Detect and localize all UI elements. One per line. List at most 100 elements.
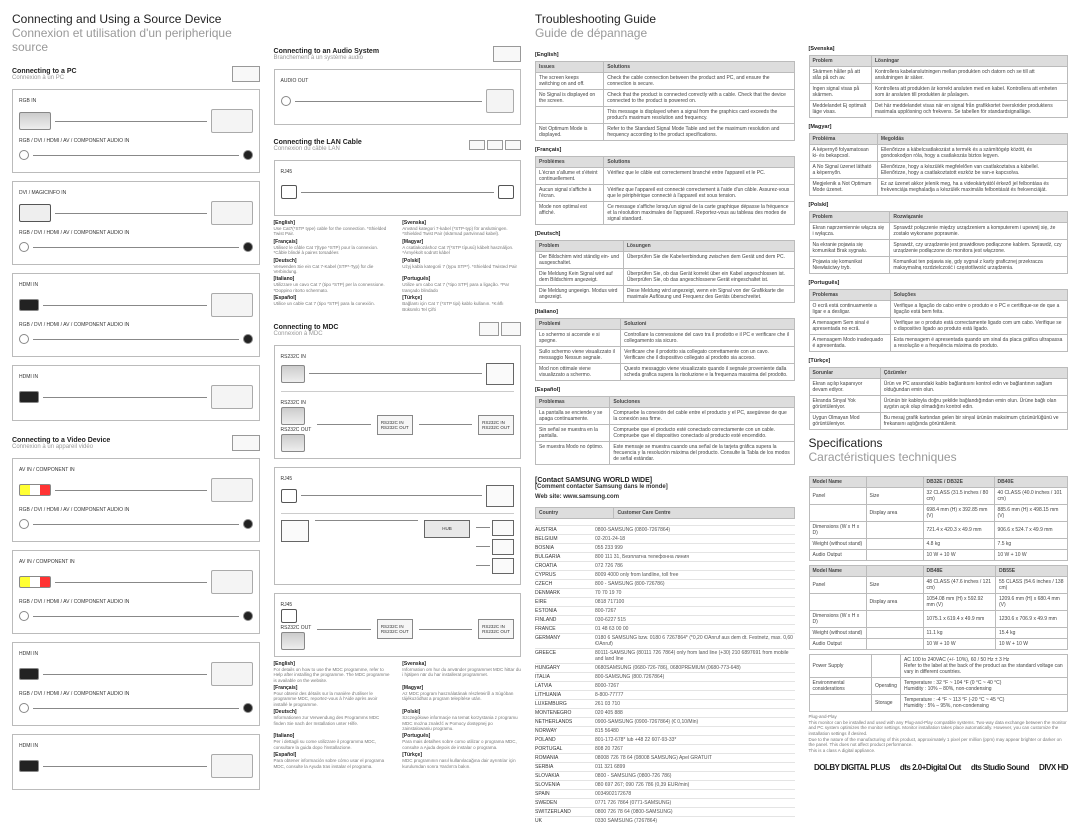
contact-row: DENMARK70 70 19 70 <box>535 588 794 597</box>
panel-audio-out: AUDIO OUT <box>274 69 522 125</box>
contact-row: ESTONIA800-7267 <box>535 606 794 615</box>
plug-hdmi-dvi <box>211 293 253 317</box>
audio-title-en: Connecting to an Audio System <box>274 48 380 55</box>
monitor-icon <box>486 363 514 385</box>
contact-title-fr: [Comment contacter Samsung dans le monde… <box>535 484 794 490</box>
av-in-label-1: AV IN / COMPONENT IN <box>19 467 253 473</box>
trouble-table: ProblèmesSolutionsL'écran s'allume et s'… <box>535 156 794 225</box>
lan-title-en: Connecting the LAN Cable <box>274 139 362 146</box>
contact-row: HUNGARY0680SAMSUNG (0680-726-786), 0680P… <box>535 663 794 672</box>
mdc-title-fr: Connexion à MDC <box>274 331 339 337</box>
spec-table-1: Model NameDB32E / DB32EDB40EPanelSize32 … <box>809 476 1068 561</box>
connecting-pc-en: Connecting to a PC <box>12 68 77 75</box>
contact-row: MONTENEGRO020 405 888 <box>535 708 794 717</box>
lan-lang-notes: [English]Use Cat7(*STP type) cable for t… <box>274 220 522 312</box>
device-icon <box>232 66 260 82</box>
av-in-label-2: AV IN / COMPONENT IN <box>19 559 253 565</box>
hdmi-in-label-4: HDMI IN <box>19 743 253 749</box>
panel-av-1: AV IN / COMPONENT IN RGB / DVI / HDMI / … <box>12 458 260 542</box>
contact-row: ROMANIA08008 726 78 64 (08008 SAMSUNG) A… <box>535 753 794 762</box>
contact-row: CROATIA072 726 786 <box>535 561 794 570</box>
connector-rca <box>19 484 51 496</box>
contact-row: SWEDEN0771 726 7864 (0771-SAMSUNG) <box>535 798 794 807</box>
section1-title-en: Connecting and Using a Source Device <box>12 12 260 26</box>
audio-out-label: AUDIO OUT <box>281 78 515 84</box>
trouble-lang-head: [Svenska] <box>809 46 1068 52</box>
speaker-icon <box>493 46 521 62</box>
contact-row: NETHERLANDS0900-SAMSUNG (0900-7267864) (… <box>535 717 794 726</box>
audio-combo-label-5: RGB / DVI / HDMI / AV / COMPONENT AUDIO … <box>19 599 253 605</box>
connecting-pc-fr: Connexion à un PC <box>12 75 77 81</box>
contact-row: UK0330 SAMSUNG (7267864) <box>535 816 794 825</box>
trouble-table: ProblemasSolucionesLa pantalla se encien… <box>535 396 794 465</box>
audio-combo-label-2: RGB / DVI / HDMI / AV / COMPONENT AUDIO … <box>19 230 253 236</box>
trouble-lang-head: [Italiano] <box>535 309 794 315</box>
trouble-lang-head: [Polski] <box>809 202 1068 208</box>
contact-row: SLOVAKIA0800 - SAMSUNG (0800-726 786) <box>535 771 794 780</box>
connector-dvi <box>19 204 51 222</box>
contact-row: LATVIA8000-7267 <box>535 681 794 690</box>
plug-dvi <box>211 201 253 225</box>
lan-title-fr: Connexion du câble LAN <box>274 146 362 152</box>
trouble-table: ProblemLösungenDer Bildschirm wird ständ… <box>535 240 794 303</box>
spec-footer: Plug-and-Play This monitor can be instal… <box>809 714 1068 753</box>
trouble-lang-head: [English] <box>535 52 794 58</box>
trouble-table: ProblemiSoluzioniLo schermo si accende e… <box>535 318 794 381</box>
connecting-video-en: Connecting to a Video Device <box>12 437 110 444</box>
brand-logos: DOLBY DIGITAL PLUS dts 2.0+Digital Out d… <box>809 763 1068 772</box>
panel-dvi: DVI / MAGICINFO IN RGB / DVI / HDMI / AV… <box>12 181 260 265</box>
panel-rj45: RJ45 <box>274 160 522 216</box>
audio-combo-label-1: RGB / DVI / HDMI / AV / COMPONENT AUDIO … <box>19 138 253 144</box>
spec-table-2: Model NameDB48EDB55EPanelSize48 CLASS (4… <box>809 565 1068 650</box>
spec-table-3: Power SupplyAC 100 to 240VAC (+/- 10%), … <box>809 654 1068 712</box>
trouble-title-fr: Guide de dépannage <box>535 26 794 40</box>
panel-av-2: AV IN / COMPONENT IN RGB / DVI / HDMI / … <box>12 550 260 634</box>
trouble-lang-head: [Español] <box>535 387 794 393</box>
contact-row: SWITZERLAND0800 726 78 64 (0800-SAMSUNG) <box>535 807 794 816</box>
contact-row: EIRE0818 717100 <box>535 597 794 606</box>
contact-row: BELGIUM02-201-24-18 <box>535 534 794 543</box>
contact-row: GREECE80111-SAMSUNG (80111 726 7864) onl… <box>535 648 794 663</box>
contact-list: AUSTRIA0800-SAMSUNG (0800-7267864)BELGIU… <box>535 525 794 825</box>
audio-combo-label-4: RGB / DVI / HDMI / AV / COMPONENT AUDIO … <box>19 507 253 513</box>
specs-title-en: Specifications <box>809 436 1068 450</box>
hdmi-in-label-1: HDMI IN <box>19 282 253 288</box>
contact-row: BOSNIA055 233 999 <box>535 543 794 552</box>
rgb-in-label: RGB IN <box>19 98 253 104</box>
contact-row: POLAND801-172-678* lub +48 22 607-93-33* <box>535 735 794 744</box>
contact-row: SLOVENIA080 697 267; 090 726 786 (0,39 E… <box>535 780 794 789</box>
mdc-diagram-1: RS232C IN RS232C IN RS232C OUT RS232C IN <box>274 345 522 459</box>
contact-title: [Contact SAMSUNG WORLD WIDE] <box>535 477 794 484</box>
panel-vid-hdmi2: HDMI IN <box>12 734 260 790</box>
plug-audio <box>243 150 253 160</box>
contact-row: ITALIA800-SAMSUNG (800.7267864) <box>535 672 794 681</box>
contact-row: PORTUGAL808 20 7267 <box>535 744 794 753</box>
hdmi-in-label-3: HDMI IN <box>19 651 253 657</box>
audio-combo-label-3: RGB / DVI / HDMI / AV / COMPONENT AUDIO … <box>19 322 253 328</box>
rj45-label: RJ45 <box>281 169 515 175</box>
trouble-tables-1: [English]IssuesSolutionsThe screen keeps… <box>535 48 794 471</box>
trouble-table: ProblémaMegoldásA képernyő folyamatosan … <box>809 133 1068 196</box>
contact-row: CYPRUS8009 4000 only from landline, toll… <box>535 570 794 579</box>
contact-row: GERMANY0180 6 SAMSUNG bzw. 0180 6 726786… <box>535 633 794 648</box>
trouble-title-en: Troubleshooting Guide <box>535 12 794 26</box>
contact-row: CZECH800 - SAMSUNG (800-726786) <box>535 579 794 588</box>
trouble-table: ProblemRozwiązanieEkran naprzemiennie wł… <box>809 211 1068 274</box>
logo-dolby: DOLBY DIGITAL PLUS <box>814 763 890 772</box>
contact-head: CountryCustomer Care Centre <box>535 507 794 519</box>
hdmi-in-label-2: HDMI IN <box>19 374 253 380</box>
connector-rj45 <box>281 185 297 199</box>
logo-dts: dts 2.0+Digital Out <box>900 763 961 772</box>
contact-row: LUXEMBURG261 03 710 <box>535 699 794 708</box>
section1-title-fr: Connexion et utilisation d'un peripheriq… <box>12 26 260 54</box>
mdc-diagram-2: RJ45 HUB <box>274 467 522 585</box>
mdc-lang-notes: [English]For details on how to use the M… <box>274 661 522 769</box>
panel-rgb: RGB IN RGB / DVI / HDMI / AV / COMPONENT… <box>12 89 260 173</box>
contact-row: FINLAND030-6227 515 <box>535 615 794 624</box>
trouble-tables-2: [Svenska]ProblemLösningarSkärmen håller … <box>809 42 1068 436</box>
mdc-diagram-3: RJ45 RS232C OUT RS232C IN RS232C OUT <box>274 593 522 657</box>
contact-row: NORWAY815 56480 <box>535 726 794 735</box>
audio-title-fr: Branchement à un système audio <box>274 55 380 61</box>
audio-combo-label-6: RGB / DVI / HDMI / AV / COMPONENT AUDIO … <box>19 691 253 697</box>
contact-row: BULGARIA800 111 31, Безплатна телефонна … <box>535 552 794 561</box>
